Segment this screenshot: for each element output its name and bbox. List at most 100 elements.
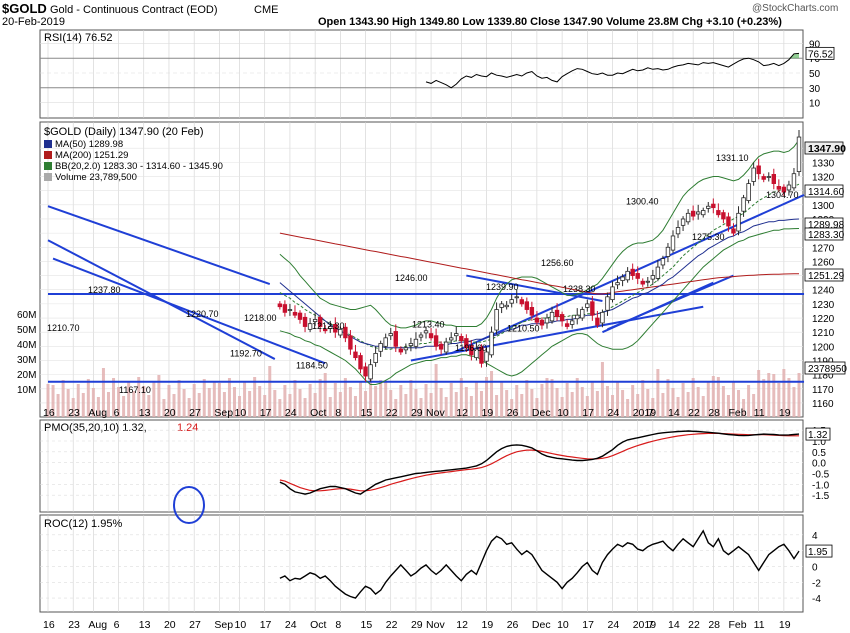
volume-bar (691, 378, 695, 417)
volume-bar (646, 389, 650, 417)
pmo-tick-label: -1.5 (812, 491, 830, 502)
volume-bar (444, 397, 448, 417)
candle-body (796, 136, 802, 172)
volume-bar (595, 391, 599, 417)
x-tick-label: 19 (779, 407, 791, 419)
volume-bar (353, 396, 357, 417)
price-value-text: 2378950 (808, 364, 847, 375)
volume-bar (495, 395, 499, 417)
volume-bar (535, 398, 539, 417)
volume-bar (520, 394, 524, 417)
rsi-tick-label: 50 (809, 69, 821, 80)
candle-body (544, 317, 550, 324)
x-tick-label: Nov (426, 407, 445, 419)
volume-bar (117, 387, 121, 417)
price-annotation: 1239.90 (486, 282, 519, 292)
volume-bar (369, 377, 373, 417)
candle-body (781, 186, 787, 193)
rsi-tick-label: 10 (809, 99, 821, 110)
volume-bar (157, 375, 161, 417)
legend-entry: Volume 23,789,500 (55, 172, 137, 183)
candle-body (292, 311, 298, 316)
candle-body (534, 317, 540, 323)
x-tick-label: 22 (688, 407, 700, 419)
x-tick-label: 24 (608, 407, 620, 419)
volume-bar (661, 393, 665, 417)
volume-bar (71, 398, 75, 417)
volume-bar (636, 394, 640, 417)
rsi-value-tag (805, 46, 835, 60)
volume-bar (419, 398, 423, 417)
volume-bar (338, 392, 342, 417)
candle-body (549, 311, 555, 322)
volume-bar (752, 394, 756, 417)
volume-bar (656, 369, 660, 417)
x-tick-label: 11 (754, 407, 765, 419)
volume-bar (767, 373, 771, 417)
price-annotation: 1246.00 (395, 273, 428, 283)
volume-bar (545, 378, 549, 417)
volume-bar (167, 385, 171, 417)
volume-bar (706, 382, 710, 417)
volume-bar (61, 380, 65, 417)
volume-bar (217, 383, 221, 417)
volume-bar (762, 379, 766, 417)
roc-tick-label: -4 (812, 594, 821, 605)
volume-bar (192, 384, 196, 417)
volume-bar (222, 392, 226, 417)
candle-body (741, 197, 746, 212)
candle-body (660, 258, 666, 266)
volume-bar (525, 380, 529, 417)
roc-tick-label: 4 (812, 531, 818, 542)
legend-entry: BB(20,2.0) 1283.30 - 1314.60 - 1345.90 (55, 161, 223, 172)
candle-body (323, 328, 328, 332)
candle-body (474, 348, 479, 359)
candle-body (433, 335, 439, 347)
candle-body (368, 364, 373, 380)
volume-bar (681, 383, 685, 417)
ma50-line (279, 218, 800, 349)
candle-body (590, 301, 595, 316)
price-annotation: 1331.10 (716, 153, 749, 163)
volume-bar (187, 398, 191, 417)
candle-body (438, 343, 444, 350)
volume-bar (253, 377, 257, 417)
price-annotation: 1210.50 (507, 323, 540, 333)
x-tick-label-bottom: Dec (532, 619, 551, 631)
candle-body (353, 351, 358, 359)
candle-body (620, 276, 625, 281)
price-value-tag (804, 141, 844, 155)
x-tick-label-bottom: 8 (335, 619, 341, 631)
trend-line (410, 305, 704, 362)
x-tick-label-bottom: 22 (386, 619, 398, 631)
candle-body (569, 320, 575, 325)
price-tick-label: 1240 (812, 286, 835, 297)
volume-bar (343, 378, 347, 417)
volume-bar (328, 397, 332, 417)
price-value-tag (804, 184, 844, 198)
volume-bar (701, 396, 705, 417)
x-tick-label-bottom: Aug (88, 619, 107, 631)
price-tick-label: 1160 (812, 399, 834, 410)
volume-tick-label: 40M (17, 340, 36, 351)
panel-frame-rsi (39, 29, 804, 119)
candle-body (408, 343, 414, 347)
candle-body (751, 167, 756, 182)
price-tick-label: 1220 (812, 314, 835, 325)
volume-bar (500, 381, 504, 417)
x-tick-label-bottom: 7 (648, 619, 654, 631)
x-tick-label-bottom: 19 (779, 619, 791, 631)
price-annotation: 1218.00 (244, 313, 277, 323)
volume-bar (696, 387, 700, 417)
candle-body (645, 280, 650, 283)
volume-bar (66, 389, 70, 417)
volume-bar (384, 381, 388, 417)
volume-bar (792, 387, 796, 417)
volume-bar (227, 378, 231, 417)
candle-body (711, 203, 716, 209)
volume-tick-label: 20M (17, 370, 36, 381)
x-tick-label-bottom: 10 (235, 619, 247, 631)
candle-body (282, 304, 288, 313)
x-tick-label-bottom: 10 (557, 619, 569, 631)
pmo-value-text: 1.32 (808, 430, 828, 441)
